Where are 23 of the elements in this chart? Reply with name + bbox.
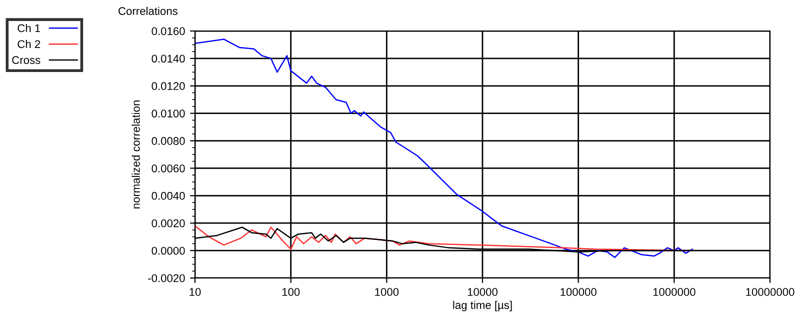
- legend-label: Ch 2: [18, 40, 40, 48]
- legend-label: Cross: [12, 56, 40, 64]
- x-tick-label: 100000: [560, 288, 596, 296]
- y-tick-label: 0.0100: [152, 110, 185, 118]
- x-tick-label: 10000000: [746, 288, 794, 296]
- x-tick-label: 1000: [375, 288, 399, 296]
- x-tick-label: 10: [190, 288, 201, 296]
- legend-label: Ch 1: [18, 24, 40, 32]
- y-tick-label: 0.0040: [152, 192, 185, 200]
- y-tick-label: 0.0120: [152, 82, 185, 90]
- y-axis-title: normalized correlation: [132, 100, 140, 208]
- y-tick-label: 0.0000: [152, 246, 185, 255]
- y-tick-label: 0.0140: [152, 54, 185, 63]
- x-axis-title: lag time [µs]: [453, 300, 512, 312]
- y-tick-label: -0.0020: [148, 274, 185, 282]
- y-tick-label: 0.0080: [152, 137, 185, 145]
- y-tick-label: 0.0020: [152, 219, 185, 228]
- y-tick-label: 0.0160: [152, 27, 185, 36]
- x-tick-label: 10000: [468, 288, 498, 296]
- y-tick-label: 0.0060: [152, 164, 185, 172]
- x-tick-label: 100: [282, 288, 300, 296]
- chart-title: Correlations: [118, 6, 178, 15]
- x-tick-label: 1000000: [653, 288, 696, 296]
